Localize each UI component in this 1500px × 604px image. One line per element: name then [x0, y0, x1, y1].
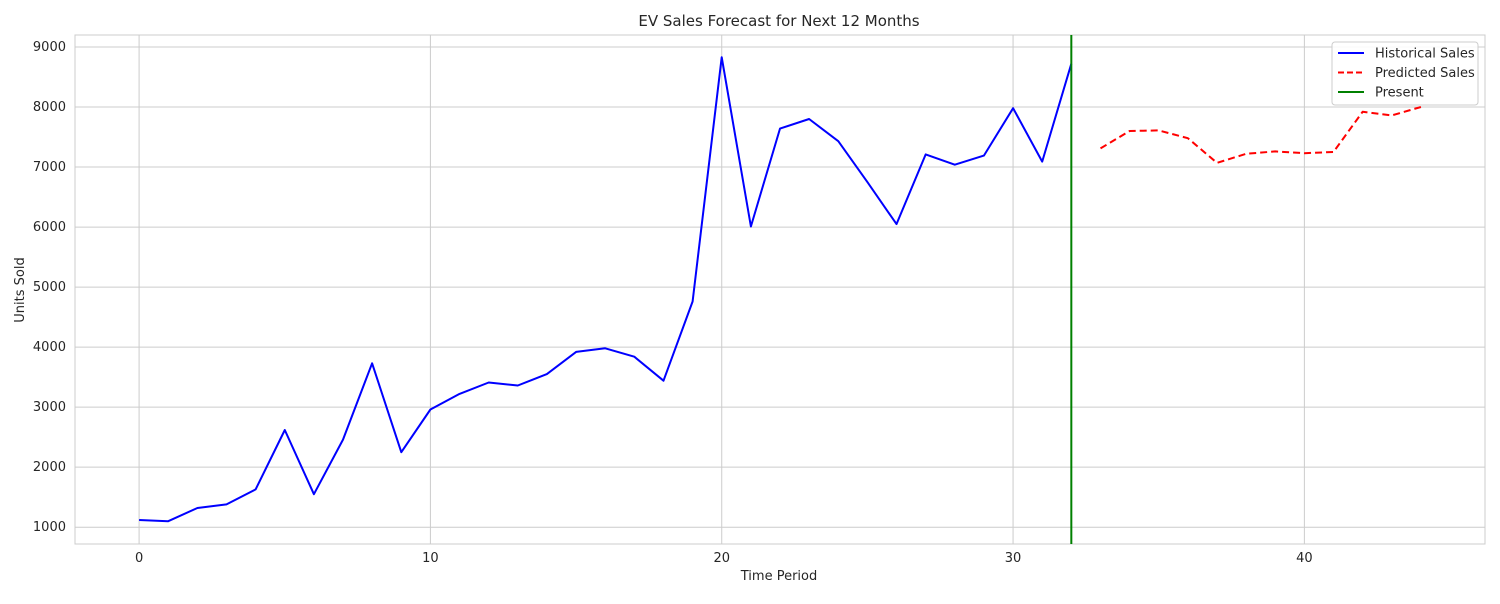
legend-label: Predicted Sales	[1375, 66, 1475, 81]
legend-box	[1331, 41, 1479, 106]
legend: Historical Sales Predicted Sales Present	[1331, 41, 1479, 106]
tick-labels: 0 10 20 30 40 1000 2000 3000 4000 5000 6000 7000 800…	[33, 40, 1313, 566]
predicted-sales-line	[1099, 106, 1422, 164]
y-axis-label: Units Sold	[13, 257, 28, 322]
chart-title: EV Sales Forecast for Next 12 Months	[638, 12, 919, 30]
grid	[75, 35, 1485, 544]
predicted-sales-series	[1099, 106, 1422, 164]
x-axis-label: Time Period	[740, 569, 817, 584]
x-tick-label: 10	[422, 551, 439, 566]
y-tick-label: 7000	[33, 160, 66, 175]
x-tick-label: 30	[1005, 551, 1022, 566]
plot-frame	[74, 34, 1486, 545]
y-tick-label: 6000	[33, 220, 66, 235]
y-tick-label: 1000	[33, 520, 66, 535]
series-group	[139, 35, 1422, 544]
y-tick-label: 8000	[33, 100, 66, 115]
y-tick-label: 4000	[33, 340, 66, 355]
historical-sales-line	[139, 56, 1073, 523]
x-tick-label: 20	[713, 551, 730, 566]
historical-sales-series	[139, 56, 1073, 523]
y-tick-label: 2000	[33, 460, 66, 475]
x-tick-label: 40	[1296, 551, 1313, 566]
y-tick-label: 3000	[33, 400, 66, 415]
legend-label: Historical Sales	[1375, 47, 1475, 62]
y-tick-label: 5000	[33, 280, 66, 295]
y-tick-label: 9000	[33, 40, 66, 55]
plot-border	[74, 34, 1486, 545]
legend-label: Present	[1375, 86, 1424, 101]
x-tick-label: 0	[135, 551, 143, 566]
